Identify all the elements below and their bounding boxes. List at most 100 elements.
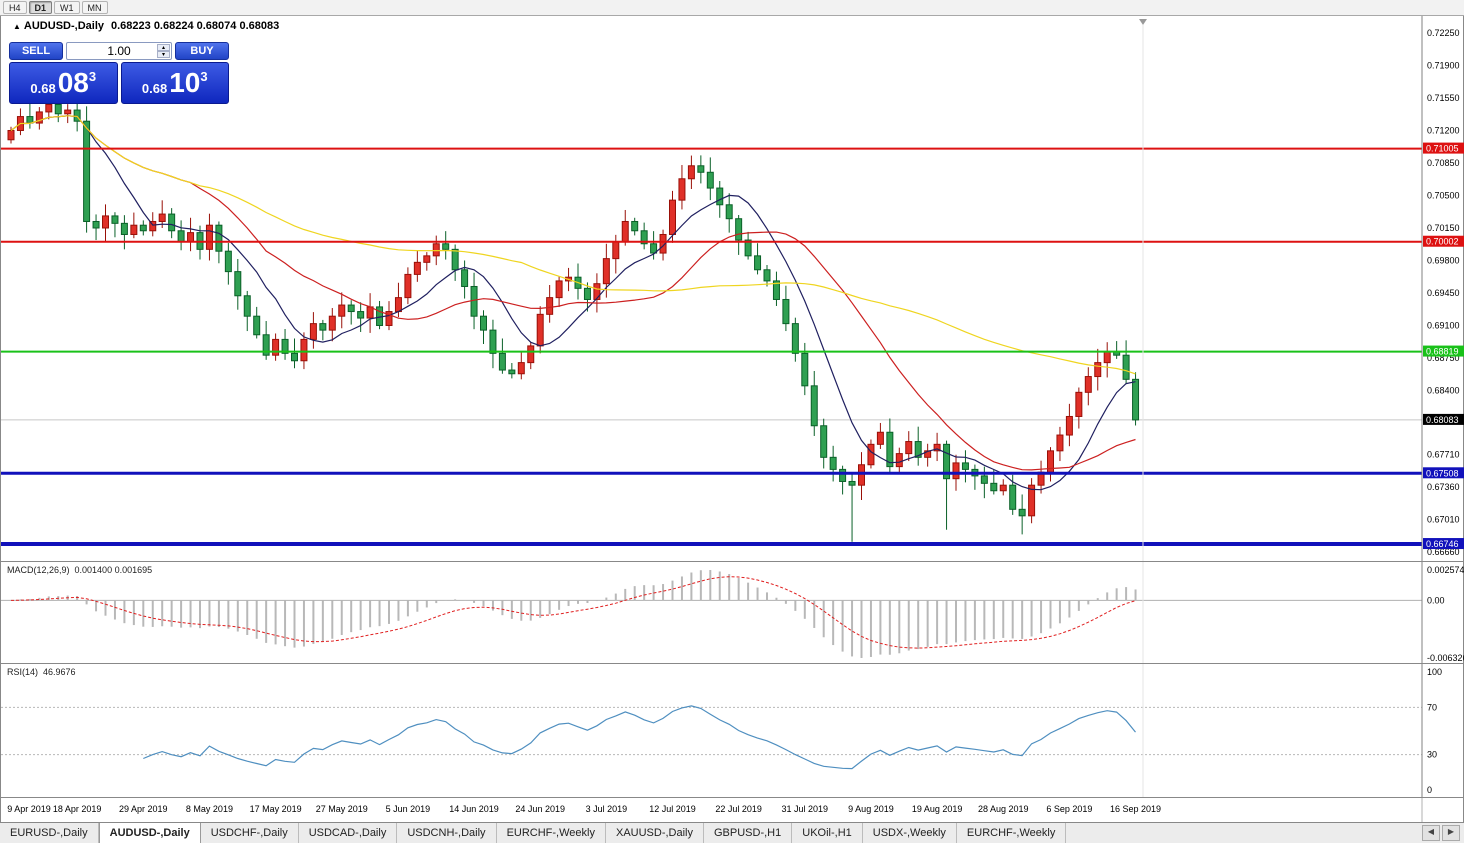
timeframe-button-w1[interactable]: W1 xyxy=(54,1,80,14)
svg-text:31 Jul 2019: 31 Jul 2019 xyxy=(782,804,829,814)
svg-text:0.68819: 0.68819 xyxy=(1426,347,1459,357)
current-price-label xyxy=(1423,413,1464,425)
svg-text:0.72250: 0.72250 xyxy=(1427,28,1460,38)
timeframe-button-mn[interactable]: MN xyxy=(81,1,108,14)
svg-text:30: 30 xyxy=(1427,750,1437,760)
macd-signal-line xyxy=(10,576,1136,649)
macd-indicator-label: MACD(12,26,9) 0.001400 0.001695 xyxy=(7,565,153,575)
svg-text:17 May 2019: 17 May 2019 xyxy=(250,804,302,814)
chart-tab-ukoil-h1[interactable]: UKOil-,H1 xyxy=(792,823,863,843)
svg-text:19 Aug 2019: 19 Aug 2019 xyxy=(912,804,963,814)
chart-shift-marker-icon[interactable] xyxy=(1139,19,1147,25)
svg-text:14 Jun 2019: 14 Jun 2019 xyxy=(449,804,499,814)
chart-tab-gbpusd-h1[interactable]: GBPUSD-,H1 xyxy=(704,823,793,843)
volume-spinner[interactable]: 1.00 ▴ ▾ xyxy=(66,42,172,60)
svg-text:0.66660: 0.66660 xyxy=(1427,547,1460,557)
sell-price-button[interactable]: 0.68 08 3 xyxy=(9,62,118,104)
date-axis: 9 Apr 2019 18 Apr 2019 29 Apr 2019 8 May 20… xyxy=(7,798,1423,822)
ma-line-8 xyxy=(10,115,1136,491)
svg-text:-0.006326: -0.006326 xyxy=(1427,653,1464,663)
chart-tab-eurchf-weekly[interactable]: EURCHF-,Weekly xyxy=(496,823,606,843)
svg-text:0.70150: 0.70150 xyxy=(1427,223,1460,233)
svg-text:0.68083: 0.68083 xyxy=(1426,415,1459,425)
timeframe-toolbar: H4 D1 W1 MN xyxy=(0,0,1464,16)
svg-text:18 Apr 2019: 18 Apr 2019 xyxy=(53,804,102,814)
svg-text:0.70850: 0.70850 xyxy=(1427,158,1460,168)
chart-tab-usdcad-daily[interactable]: USDCAD-,Daily xyxy=(298,823,398,843)
svg-text:6 Sep 2019: 6 Sep 2019 xyxy=(1046,804,1092,814)
volume-value: 1.00 xyxy=(107,44,131,58)
buy-price-button[interactable]: 0.68 10 3 xyxy=(120,62,229,104)
sell-button[interactable]: SELL xyxy=(9,42,63,60)
tab-scroll-left-icon[interactable]: ◀ xyxy=(1422,825,1440,841)
svg-text:0.67010: 0.67010 xyxy=(1427,515,1460,525)
svg-text:0.00: 0.00 xyxy=(1427,595,1445,605)
price-axis: 0.72250 0.71900 0.71550 0.71200 0.70850 0.705… xyxy=(1423,28,1464,557)
svg-text:70: 70 xyxy=(1427,702,1437,712)
chart-tab-eurusd-daily[interactable]: EURUSD-,Daily xyxy=(0,823,99,843)
chart-tab-xauusd-daily[interactable]: XAUUSD-,Daily xyxy=(605,823,704,843)
rsi-pane[interactable]: 100 70 30 0 xyxy=(1,664,1464,798)
svg-text:22 Jul 2019: 22 Jul 2019 xyxy=(715,804,762,814)
svg-text:16 Sep 2019: 16 Sep 2019 xyxy=(1110,804,1161,814)
svg-text:0.67710: 0.67710 xyxy=(1427,450,1460,460)
chart-window: 0.72250 0.71900 0.71550 0.71200 0.70850 0.705… xyxy=(0,16,1464,822)
svg-text:9 Aug 2019: 9 Aug 2019 xyxy=(848,804,894,814)
svg-text:0.69800: 0.69800 xyxy=(1427,255,1460,265)
sell-price-big: 08 xyxy=(57,67,89,98)
buy-price-big: 10 xyxy=(169,67,201,98)
rsi-indicator-label: RSI(14) 46.9676 xyxy=(7,667,76,677)
svg-text:0.69450: 0.69450 xyxy=(1427,288,1460,298)
sell-price-prefix: 0.68 xyxy=(30,81,56,96)
svg-text:28 Aug 2019: 28 Aug 2019 xyxy=(978,804,1029,814)
chart-tab-usdcnh-daily[interactable]: USDCNH-,Daily xyxy=(397,823,497,843)
candles xyxy=(7,90,1140,542)
svg-text:8 May 2019: 8 May 2019 xyxy=(186,804,233,814)
chart-tab-eurchf-weekly[interactable]: EURCHF-,Weekly xyxy=(956,823,1067,843)
svg-text:0.71200: 0.71200 xyxy=(1427,125,1460,135)
svg-text:9 Apr 2019: 9 Apr 2019 xyxy=(7,804,51,814)
timeframe-button-d1[interactable]: D1 xyxy=(28,1,53,14)
chart-tab-usdx-weekly[interactable]: USDX-,Weekly xyxy=(862,823,957,843)
svg-text:0: 0 xyxy=(1427,785,1432,795)
svg-text:27 May 2019: 27 May 2019 xyxy=(316,804,368,814)
ohlc-readout: 0.68223 0.68224 0.68074 0.68083 xyxy=(111,20,280,32)
chart-tab-bar: EURUSD-,Daily AUDUSD-,Daily USDCHF-,Daily U… xyxy=(0,822,1464,843)
sell-price-sup: 3 xyxy=(88,69,97,84)
macd-pane[interactable]: 0.002574 0.00 -0.006326 xyxy=(1,562,1464,664)
svg-text:0.71900: 0.71900 xyxy=(1427,60,1460,70)
svg-text:0.69100: 0.69100 xyxy=(1427,320,1460,330)
svg-text:0.67508: 0.67508 xyxy=(1426,468,1459,478)
ma-line-55 xyxy=(10,115,1136,375)
chart-tab-audusd-daily[interactable]: AUDUSD-,Daily xyxy=(98,823,201,843)
buy-button[interactable]: BUY xyxy=(175,42,229,60)
svg-text:100: 100 xyxy=(1427,667,1442,677)
svg-text:0.68750: 0.68750 xyxy=(1427,353,1460,363)
svg-text:0.67360: 0.67360 xyxy=(1427,482,1460,492)
timeframe-button-h4[interactable]: H4 xyxy=(3,1,27,14)
svg-text:0.70500: 0.70500 xyxy=(1427,190,1460,200)
rsi-line xyxy=(143,705,1136,770)
svg-text:29 Apr 2019: 29 Apr 2019 xyxy=(119,804,168,814)
volume-down-button[interactable]: ▾ xyxy=(157,51,170,58)
svg-text:0.71550: 0.71550 xyxy=(1427,93,1460,103)
svg-text:0.66746: 0.66746 xyxy=(1426,539,1459,549)
buy-price-sup: 3 xyxy=(200,69,208,84)
svg-text:0.70002: 0.70002 xyxy=(1426,237,1459,247)
one-click-trading-panel: SELL 1.00 ▴ ▾ BUY 0.68 08 3 0.68 10 3 xyxy=(9,42,229,104)
chart-tab-usdchf-daily[interactable]: USDCHF-,Daily xyxy=(200,823,299,843)
volume-up-button[interactable]: ▴ xyxy=(157,44,170,51)
macd-histogram xyxy=(19,570,1137,658)
svg-text:0.68400: 0.68400 xyxy=(1427,385,1460,395)
main-price-pane[interactable]: 0.72250 0.71900 0.71550 0.71200 0.70850 0.705… xyxy=(1,16,1464,562)
buy-price-prefix: 0.68 xyxy=(141,81,168,96)
collapse-icon: ▲ xyxy=(13,22,21,31)
svg-text:12 Jul 2019: 12 Jul 2019 xyxy=(649,804,696,814)
svg-text:0.002574: 0.002574 xyxy=(1427,565,1464,575)
svg-text:5 Jun 2019: 5 Jun 2019 xyxy=(386,804,431,814)
tab-scroll-right-icon[interactable]: ▶ xyxy=(1442,825,1460,841)
ma-line-20 xyxy=(10,115,1136,471)
chart-title: ▲ AUDUSD-,Daily 0.68223 0.68224 0.68074 0.… xyxy=(13,20,279,32)
svg-text:0.71005: 0.71005 xyxy=(1426,144,1459,154)
